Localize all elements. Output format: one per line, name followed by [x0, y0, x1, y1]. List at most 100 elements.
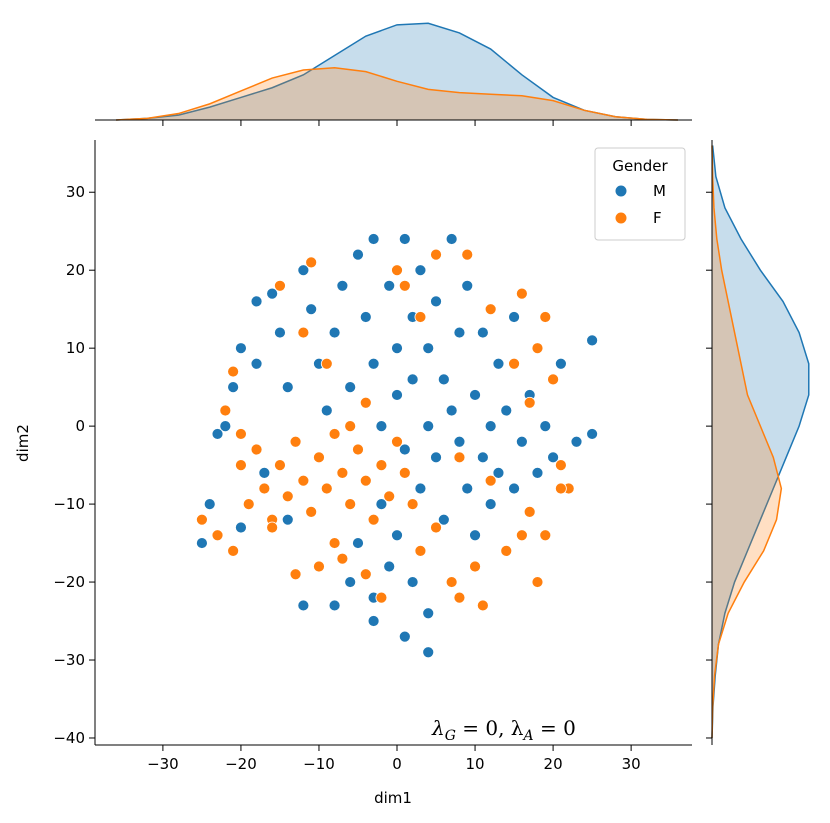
point [196, 513, 208, 526]
point [398, 467, 411, 479]
point [453, 591, 466, 604]
y-tick-label: −20 [53, 573, 85, 591]
point [461, 248, 474, 261]
point [554, 357, 567, 370]
point [375, 459, 388, 472]
point [453, 326, 466, 339]
legend-label: F [653, 209, 662, 227]
point [445, 404, 458, 417]
point [219, 420, 232, 433]
x-tick-label: −30 [147, 755, 179, 773]
legend-label: M [653, 182, 666, 200]
point [430, 451, 442, 464]
point [344, 498, 357, 510]
point [430, 521, 442, 534]
point [320, 482, 333, 495]
point [336, 467, 349, 479]
point [398, 630, 411, 643]
y-tick-label: −30 [53, 651, 85, 669]
point [383, 279, 396, 292]
point [461, 482, 474, 495]
point [250, 357, 263, 370]
x-tick-label: 0 [392, 755, 402, 773]
marginal-line [711, 145, 783, 738]
point [359, 311, 372, 323]
point [414, 264, 427, 277]
point [367, 233, 380, 245]
point [352, 443, 364, 456]
point [414, 311, 427, 323]
point [391, 342, 403, 355]
y-tick-label: −10 [53, 495, 85, 513]
x-tick-label: 20 [544, 755, 563, 773]
point [297, 474, 310, 487]
annotation-part: = 0 [534, 716, 576, 740]
legend-marker [614, 184, 628, 198]
annotation: λG = 0, λA = 0 [431, 716, 576, 744]
y-axis-label: dim2 [14, 424, 32, 462]
point [422, 607, 435, 620]
point [406, 373, 419, 386]
point [422, 646, 435, 659]
point [445, 233, 458, 245]
point [289, 435, 302, 448]
point [344, 576, 357, 588]
point [554, 459, 567, 472]
point [391, 529, 403, 542]
point [235, 459, 247, 472]
y-tick-label: −40 [53, 729, 85, 747]
point [328, 326, 341, 339]
point [320, 357, 333, 370]
point [422, 420, 435, 433]
point [539, 420, 552, 433]
point [484, 498, 497, 510]
point [320, 404, 333, 417]
point [235, 428, 247, 440]
point [359, 474, 372, 487]
point [281, 513, 294, 526]
point [476, 451, 489, 464]
point [235, 342, 247, 355]
point [328, 537, 341, 549]
point [437, 373, 450, 386]
point [305, 256, 318, 269]
point [242, 498, 255, 510]
point [274, 326, 286, 339]
point [531, 467, 544, 479]
point [227, 544, 240, 557]
point [227, 381, 240, 394]
marginal-line [116, 66, 678, 121]
point [336, 552, 349, 565]
point [547, 373, 559, 386]
point [211, 428, 224, 440]
point [523, 505, 536, 518]
point [297, 599, 310, 612]
marginal-area [116, 67, 678, 120]
point [437, 513, 450, 526]
point [398, 443, 411, 456]
point [266, 287, 279, 300]
point [515, 435, 528, 448]
point [227, 365, 240, 378]
point [391, 264, 403, 277]
point [531, 576, 544, 588]
point [375, 498, 388, 510]
point [484, 420, 497, 433]
point [453, 451, 466, 464]
point [258, 482, 271, 495]
point [305, 303, 318, 316]
x-tick-label: −20 [225, 755, 257, 773]
point [461, 279, 474, 292]
point [289, 568, 302, 581]
point [508, 311, 520, 323]
point [500, 404, 513, 417]
legend-marker [614, 211, 628, 225]
point [414, 544, 427, 557]
point [336, 279, 349, 292]
point [508, 482, 520, 495]
point [586, 334, 599, 347]
y-tick-label: 30 [66, 183, 85, 201]
point [305, 505, 318, 518]
